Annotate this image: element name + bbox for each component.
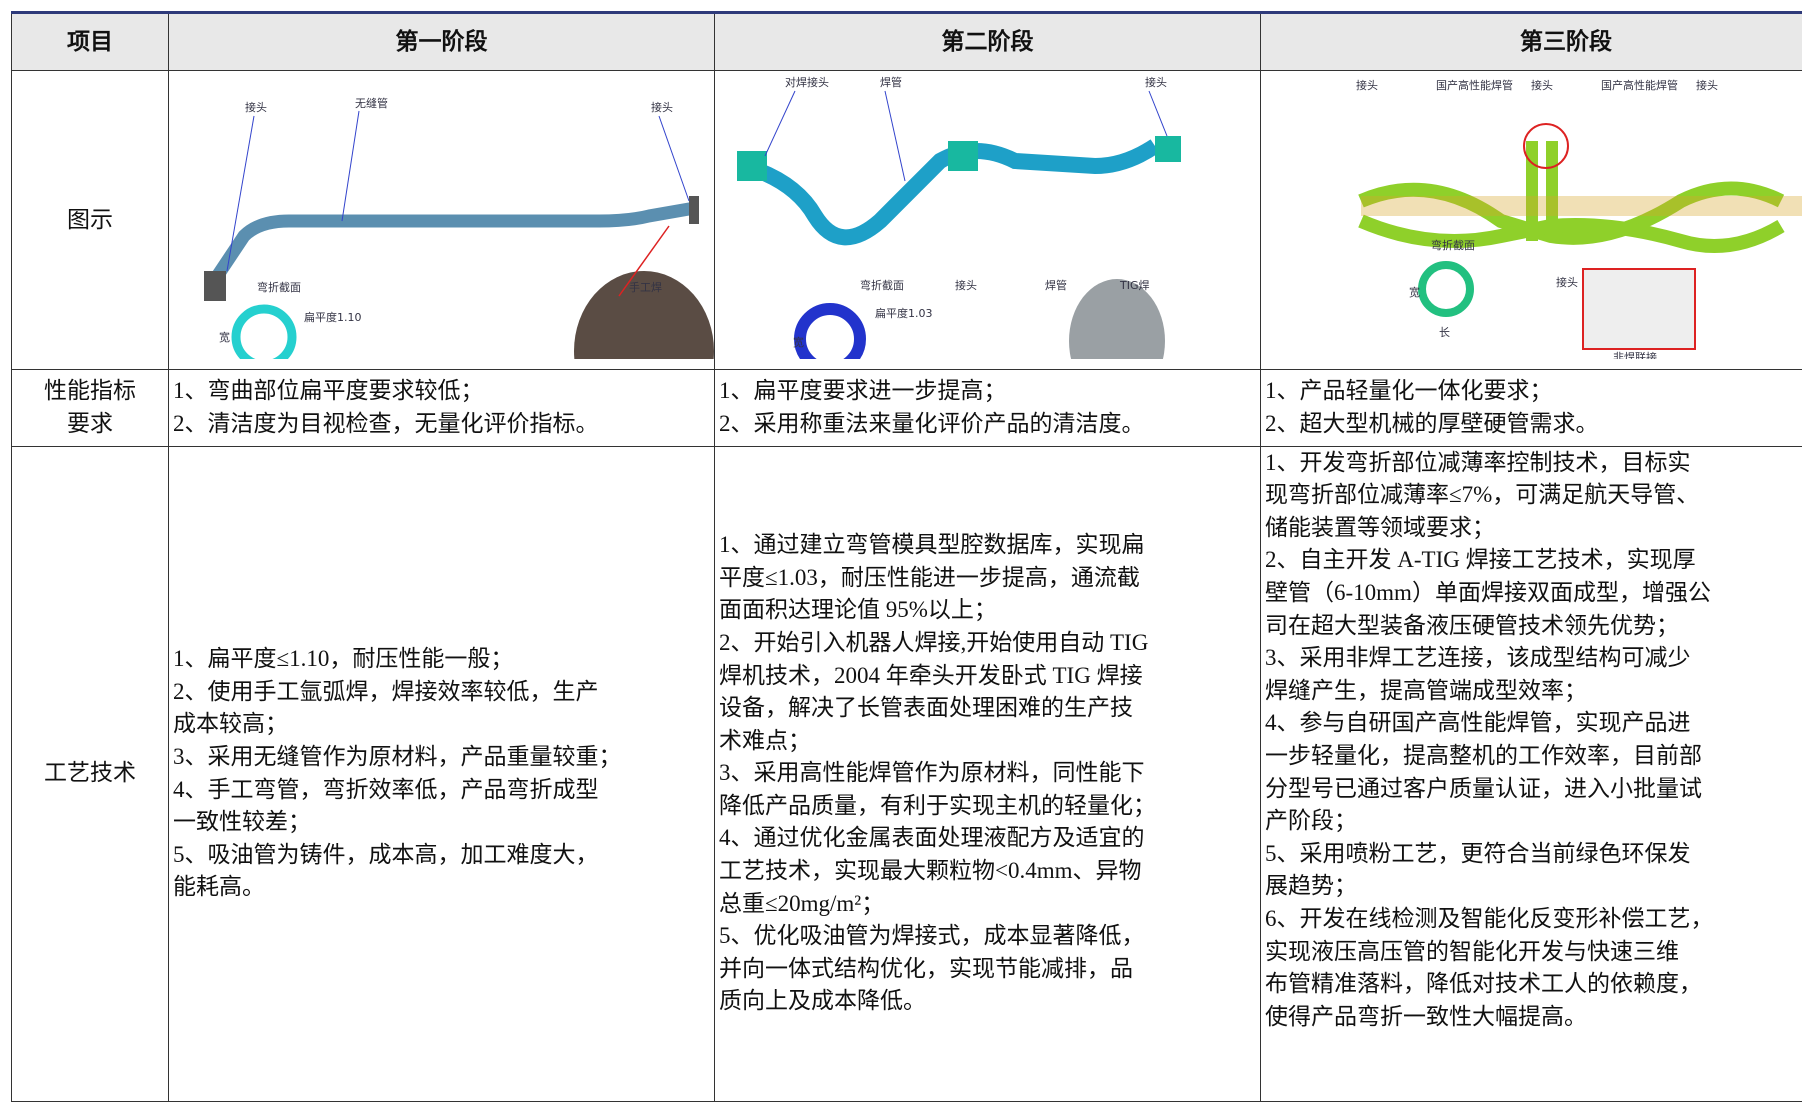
figure-label: 弯折截面 (257, 280, 301, 294)
table-wrap: 项目 第一阶段 第二阶段 第三阶段 图示 接头 无缝管 接头 弯折截面 手工焊 … (11, 11, 1802, 1102)
figure-cell: 接头 国产高性能焊管 接头 国产高性能焊管 接头 弯折截面 宽 长 接头 非焊联… (1261, 71, 1802, 370)
figure-label: 扁平度1.10 (304, 310, 362, 324)
text-line: 产阶段； (1265, 805, 1802, 838)
text-line: 并向一体式结构优化，实现节能减排，品 (719, 953, 1256, 986)
figure-label: 国产高性能焊管 (1436, 78, 1513, 92)
figure-label: TIG焊 (1119, 278, 1150, 292)
figure-label: 接头 (245, 101, 267, 114)
figure-label: 接头 (651, 101, 673, 114)
cell: 1、弯曲部位扁平度要求较低；2、清洁度为目视检查，无量化评价指标。 (169, 369, 715, 446)
figure-label: 焊管 (1045, 278, 1067, 292)
text-line: 1、弯曲部位扁平度要求较低； (173, 375, 710, 408)
figure-label: 宽 (793, 335, 804, 349)
text-line: 4、通过优化金属表面处理液配方及适宜的 (719, 822, 1256, 855)
figure-label: 焊管 (880, 75, 902, 89)
text-line: 分型号已通过客户质量认证，进入小批量试 (1265, 773, 1802, 806)
text-line: 总重≤20mg/m²； (719, 888, 1256, 921)
header: 项目 (12, 13, 169, 71)
text-line: 工艺技术，实现最大颗粒物<0.4mm、异物 (719, 855, 1256, 888)
figure-label: 接头 (1531, 79, 1553, 92)
text-line: 3、采用非焊工艺连接，该成型结构可减少 (1265, 642, 1802, 675)
text-line: 1、开发弯折部位减薄率控制技术，目标实 (1265, 447, 1802, 480)
text-line: 1、扁平度≤1.10，耐压性能一般； (173, 643, 710, 676)
text-line: 2、采用称重法来量化评价产品的清洁度。 (719, 408, 1256, 441)
text-line: 现弯折部位减薄率≤7%，可满足航天导管、 (1265, 479, 1802, 512)
cell: 1、扁平度要求进一步提高；2、采用称重法来量化评价产品的清洁度。 (715, 369, 1261, 446)
figure-label: 接头 (1145, 76, 1167, 89)
text-line: 5、采用喷粉工艺，更符合当前绿色环保发 (1265, 838, 1802, 871)
figure-label: 长 (1439, 326, 1450, 339)
figure-cell: 对焊接头 焊管 接头 弯折截面 接头 焊管 TIG焊 扁平度1.03 宽 长 (715, 71, 1261, 370)
text-line: 降低产品质量，有利于实现主机的轻量化； (719, 790, 1256, 823)
text-line: 能耗高。 (173, 871, 710, 904)
text-line: 5、优化吸油管为焊接式，成本显著降低， (719, 920, 1256, 953)
cell: 1、开发弯折部位减薄率控制技术，目标实现弯折部位减薄率≤7%，可满足航天导管、储… (1261, 446, 1802, 1101)
text-line: 平度≤1.03，耐压性能进一步提高，通流截 (719, 562, 1256, 595)
cell: 1、扁平度≤1.10，耐压性能一般；2、使用手工氩弧焊，焊接效率较低，生产成本较… (169, 446, 715, 1101)
figure-label: 接头 (1556, 276, 1578, 289)
label-line: 性能指标 (16, 375, 164, 408)
row-label: 性能指标要求 (12, 369, 169, 446)
text-line: 设备，解决了长管表面处理困难的生产技 (719, 692, 1256, 725)
text-line: 2、超大型机械的厚壁硬管需求。 (1265, 408, 1802, 441)
text-line: 4、参与自研国产高性能焊管，实现产品进 (1265, 707, 1802, 740)
text-line: 质向上及成本降低。 (719, 985, 1256, 1018)
figure-label: 弯折截面 (1431, 238, 1475, 252)
text-line: 司在超大型装备液压硬管技术领先优势； (1265, 610, 1802, 643)
text-line: 4、手工弯管，弯折效率低，产品弯折成型 (173, 774, 710, 807)
figure-label: 宽 (1409, 285, 1420, 299)
text-line: 一步轻量化，提高整机的工作效率，目前部 (1265, 740, 1802, 773)
stage-table: 项目 第一阶段 第二阶段 第三阶段 图示 接头 无缝管 接头 弯折截面 手工焊 … (11, 11, 1802, 1102)
cell: 1、通过建立弯管模具型腔数据库，实现扁平度≤1.03，耐压性能进一步提高，通流截… (715, 446, 1261, 1101)
text-line: 3、采用无缝管作为原材料，产品重量较重； (173, 741, 710, 774)
text-line: 5、吸油管为铸件，成本高，加工难度大， (173, 839, 710, 872)
text-line: 2、使用手工氩弧焊，焊接效率较低，生产 (173, 676, 710, 709)
text-line: 成本较高； (173, 708, 710, 741)
text-line: 布管精准落料，降低对技术工人的依赖度， (1265, 968, 1802, 1001)
text-line: 储能装置等领域要求； (1265, 512, 1802, 545)
text-line: 焊机技术，2004 年牵头开发卧式 TIG 焊接 (719, 660, 1256, 693)
figure-label: 宽 (219, 330, 230, 344)
figure: 接头 无缝管 接头 弯折截面 手工焊 扁平度1.10 宽 长 (169, 71, 715, 359)
figure: 接头 国产高性能焊管 接头 国产高性能焊管 接头 弯折截面 宽 长 接头 非焊联… (1261, 71, 1802, 359)
figure-label: 接头 (955, 279, 977, 292)
text-line: 2、开始引入机器人焊接,开始使用自动 TIG (719, 627, 1256, 660)
figure-cell: 接头 无缝管 接头 弯折截面 手工焊 扁平度1.10 宽 长 (169, 71, 715, 370)
header: 第三阶段 (1261, 13, 1802, 71)
text-line: 2、清洁度为目视检查，无量化评价指标。 (173, 408, 710, 441)
header: 第二阶段 (715, 13, 1261, 71)
figure-label: 扁平度1.03 (875, 306, 933, 320)
figure-label: 接头 (1696, 79, 1718, 92)
text-line: 实现液压高压管的智能化开发与快速三维 (1265, 936, 1802, 969)
text-line: 3、采用高性能焊管作为原材料，同性能下 (719, 757, 1256, 790)
figure-label: 对焊接头 (785, 75, 829, 89)
text-line: 1、扁平度要求进一步提高； (719, 375, 1256, 408)
text-line: 1、通过建立弯管模具型腔数据库，实现扁 (719, 529, 1256, 562)
figure-label: 接头 (1356, 79, 1378, 92)
row-label: 工艺技术 (12, 446, 169, 1101)
text-line: 一致性较差； (173, 806, 710, 839)
text-line: 术难点； (719, 725, 1256, 758)
figure-label: 无缝管 (355, 96, 388, 110)
figure-label: 国产高性能焊管 (1601, 78, 1678, 92)
text-line: 1、产品轻量化一体化要求； (1265, 375, 1802, 408)
text-line: 使得产品弯折一致性大幅提高。 (1265, 1001, 1802, 1034)
figure-label: 非焊联接 (1613, 350, 1657, 359)
row-label: 图示 (12, 71, 169, 370)
text-line: 焊缝产生，提高管端成型效率； (1265, 675, 1802, 708)
text-line: 面面积达理论值 95%以上； (719, 594, 1256, 627)
figure-label: 手工焊 (629, 280, 662, 294)
cell: 1、产品轻量化一体化要求；2、超大型机械的厚壁硬管需求。 (1261, 369, 1802, 446)
label-line: 要求 (16, 408, 164, 441)
figure: 对焊接头 焊管 接头 弯折截面 接头 焊管 TIG焊 扁平度1.03 宽 长 (715, 71, 1261, 359)
text-line: 2、自主开发 A-TIG 焊接工艺技术，实现厚 (1265, 544, 1802, 577)
text-line: 展趋势； (1265, 870, 1802, 903)
text-line: 6、开发在线检测及智能化反变形补偿工艺， (1265, 903, 1802, 936)
header: 第一阶段 (169, 13, 715, 71)
text-line: 壁管（6-10mm）单面焊接双面成型，增强公 (1265, 577, 1802, 610)
figure-label: 弯折截面 (860, 278, 904, 292)
